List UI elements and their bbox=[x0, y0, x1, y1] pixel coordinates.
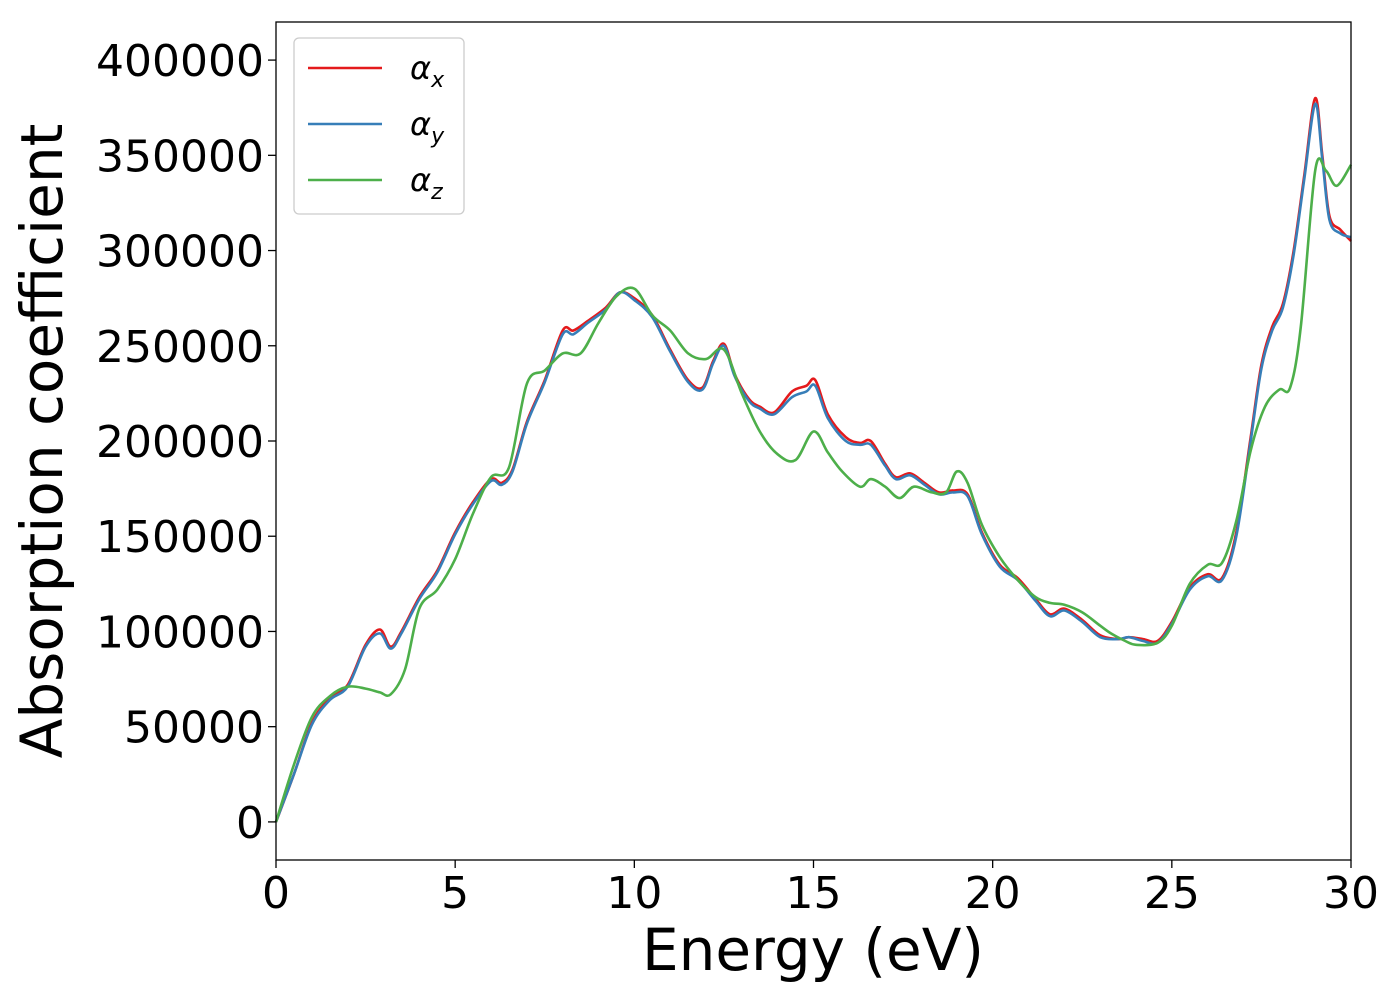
y-tick-label: 200000 bbox=[96, 417, 264, 468]
y-tick-label: 50000 bbox=[124, 703, 264, 754]
series-line-z bbox=[274, 157, 1353, 823]
legend-label-z: αz bbox=[410, 161, 443, 205]
x-tick-label: 30 bbox=[1323, 868, 1379, 919]
x-tick-label: 25 bbox=[1144, 868, 1200, 919]
x-tick-label: 5 bbox=[441, 868, 469, 919]
legend-box bbox=[293, 37, 465, 215]
x-tick-label: 0 bbox=[262, 868, 290, 919]
y-axis-ticks: 0 50000 100000 150000 200000 250000 300000 3500… bbox=[96, 36, 276, 849]
y-tick-label: 0 bbox=[236, 798, 264, 849]
x-axis-title: Energy (eV) bbox=[642, 916, 984, 984]
x-axis-ticks: 0 5 10 15 20 25 30 bbox=[262, 860, 1379, 919]
legend-label-y: αy bbox=[410, 105, 445, 149]
x-tick-label: 20 bbox=[965, 868, 1021, 919]
legend: αx αy αz bbox=[293, 37, 465, 215]
plot-area bbox=[274, 96, 1353, 823]
legend-label-x: αx bbox=[410, 49, 445, 93]
y-tick-label: 300000 bbox=[96, 227, 264, 278]
x-tick-label: 10 bbox=[606, 868, 662, 919]
y-axis-title: Absorption coefficient bbox=[8, 124, 76, 759]
x-tick-label: 15 bbox=[786, 868, 842, 919]
y-tick-label: 400000 bbox=[96, 36, 264, 87]
y-tick-label: 100000 bbox=[96, 607, 264, 658]
y-tick-label: 250000 bbox=[96, 322, 264, 373]
y-tick-label: 350000 bbox=[96, 131, 264, 182]
y-tick-label: 150000 bbox=[96, 512, 264, 563]
